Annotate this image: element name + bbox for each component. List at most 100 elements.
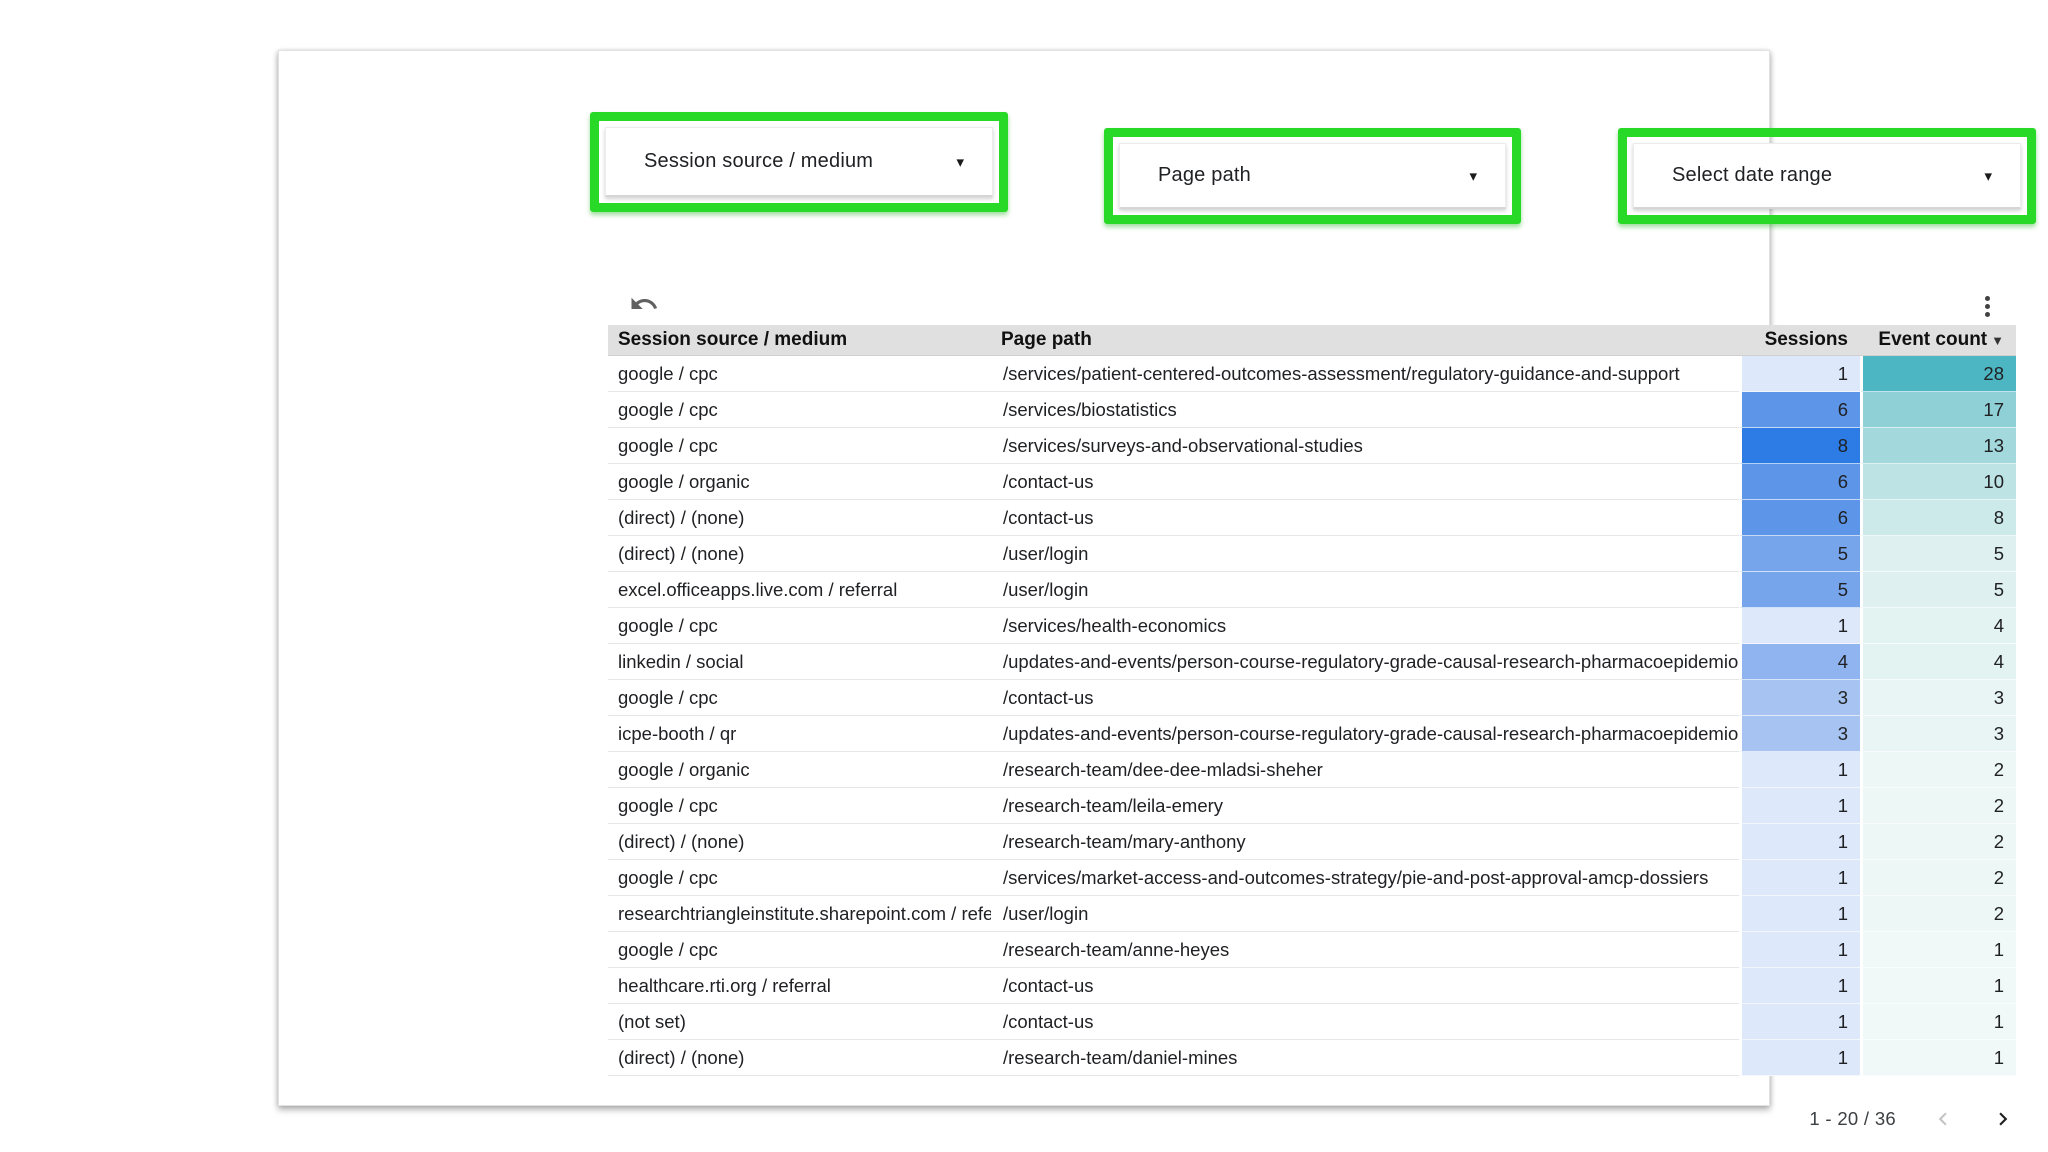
cell-events: 28 [1860, 356, 2016, 392]
filter-label: Session source / medium [644, 150, 874, 172]
cell-source: google / cpc [608, 356, 991, 392]
sort-desc-icon: ▼ [1991, 333, 2004, 348]
cell-sessions: 3 [1739, 716, 1860, 752]
table-row[interactable]: google / cpc /services/patient-centered-… [608, 356, 2016, 392]
cell-events: 2 [1860, 860, 2016, 896]
cell-events: 3 [1860, 716, 2016, 752]
cell-events: 1 [1860, 1040, 2016, 1076]
cell-events: 4 [1860, 644, 2016, 680]
chevron-down-icon: ▾ [1984, 167, 1992, 185]
cell-source: (direct) / (none) [608, 824, 991, 860]
table-row[interactable]: (direct) / (none) /user/login 5 5 [608, 536, 2016, 572]
table-row[interactable]: google / cpc /services/biostatistics 6 1… [608, 392, 2016, 428]
filter-label: Select date range [1672, 164, 1833, 186]
table-row[interactable]: (not set) /contact-us 1 1 [608, 1004, 2016, 1040]
cell-source: google / cpc [608, 608, 991, 644]
cell-source: google / cpc [608, 680, 991, 716]
table-row[interactable]: (direct) / (none) /research-team/daniel-… [608, 1040, 2016, 1076]
pagination-bar: 1 - 20 / 36 [608, 1097, 2016, 1141]
cell-path: /user/login [991, 536, 1739, 572]
cell-events: 1 [1860, 1004, 2016, 1040]
cell-sessions: 6 [1739, 392, 1860, 428]
cell-path: /research-team/leila-emery [991, 788, 1739, 824]
cell-path: /research-team/daniel-mines [991, 1040, 1739, 1076]
table-row[interactable]: google / cpc /services/surveys-and-obser… [608, 428, 2016, 464]
highlight-box-page-path-filter: Page path ▾ [1104, 128, 1521, 224]
cell-sessions: 1 [1739, 752, 1860, 788]
cell-path: /contact-us [991, 1004, 1739, 1040]
cell-events: 2 [1860, 788, 2016, 824]
report-card: Session source / medium ▾ Page path ▾ Se… [278, 50, 2036, 1129]
table-row[interactable]: google / organic /research-team/dee-dee-… [608, 752, 2016, 788]
date-range-filter[interactable]: Select date range ▾ [1633, 143, 2021, 209]
cell-sessions: 1 [1739, 932, 1860, 968]
chevron-down-icon: ▾ [956, 153, 964, 171]
cell-events: 8 [1860, 500, 2016, 536]
cell-events: 10 [1860, 464, 2016, 500]
cell-events: 1 [1860, 968, 2016, 1004]
cell-source: google / organic [608, 464, 991, 500]
table-row[interactable]: icpe-booth / qr /updates-and-events/pers… [608, 716, 2016, 752]
cell-path: /updates-and-events/person-course-regula… [991, 716, 1739, 752]
cell-sessions: 5 [1739, 536, 1860, 572]
cell-path: /services/patient-centered-outcomes-asse… [991, 356, 1739, 392]
table-row[interactable]: (direct) / (none) /contact-us 6 8 [608, 500, 2016, 536]
cell-sessions: 3 [1739, 680, 1860, 716]
table-row[interactable]: google / cpc /research-team/anne-heyes 1… [608, 932, 2016, 968]
table-row[interactable]: google / cpc /contact-us 3 3 [608, 680, 2016, 716]
cell-sessions: 1 [1739, 968, 1860, 1004]
source-page-table: Session source / medium Page path Sessio… [608, 325, 2016, 1076]
cell-sessions: 1 [1739, 1040, 1860, 1076]
cell-source: (direct) / (none) [608, 1040, 991, 1076]
table-row[interactable]: google / organic /contact-us 6 10 [608, 464, 2016, 500]
cell-sessions: 5 [1739, 572, 1860, 608]
cell-source: (not set) [608, 1004, 991, 1040]
cell-source: healthcare.rti.org / referral [608, 968, 991, 1004]
highlight-box-session-source-filter: Session source / medium ▾ [590, 112, 1008, 212]
cell-sessions: 6 [1739, 464, 1860, 500]
cell-source: google / cpc [608, 428, 991, 464]
table-row[interactable]: google / cpc /research-team/leila-emery … [608, 788, 2016, 824]
session-source-medium-filter[interactable]: Session source / medium ▾ [605, 127, 993, 197]
cell-sessions: 1 [1739, 356, 1860, 392]
cell-source: google / cpc [608, 788, 991, 824]
cell-events: 17 [1860, 392, 2016, 428]
column-header-event-count[interactable]: Event count ▼ [1860, 325, 2016, 356]
cell-sessions: 6 [1739, 500, 1860, 536]
cell-events: 5 [1860, 536, 2016, 572]
cell-path: /contact-us [991, 968, 1739, 1004]
cell-sessions: 8 [1739, 428, 1860, 464]
table-row[interactable]: (direct) / (none) /research-team/mary-an… [608, 824, 2016, 860]
cell-path: /research-team/dee-dee-mladsi-sheher [991, 752, 1739, 788]
more-options-icon[interactable] [1977, 291, 1997, 321]
column-header-sessions[interactable]: Sessions [1739, 325, 1860, 356]
cell-path: /contact-us [991, 680, 1739, 716]
column-header-session-source[interactable]: Session source / medium [608, 325, 991, 356]
table-row[interactable]: excel.officeapps.live.com / referral /us… [608, 572, 2016, 608]
table-row[interactable]: healthcare.rti.org / referral /contact-u… [608, 968, 2016, 1004]
cell-path: /user/login [991, 896, 1739, 932]
cell-sessions: 1 [1739, 824, 1860, 860]
cell-path: /services/health-economics [991, 608, 1739, 644]
cell-source: icpe-booth / qr [608, 716, 991, 752]
cell-sessions: 1 [1739, 860, 1860, 896]
cell-source: google / cpc [608, 932, 991, 968]
cell-path: /services/biostatistics [991, 392, 1739, 428]
column-header-page-path[interactable]: Page path [991, 325, 1739, 356]
cell-sessions: 1 [1739, 608, 1860, 644]
previous-page-icon[interactable] [1930, 1106, 1956, 1132]
cell-path: /services/surveys-and-observational-stud… [991, 428, 1739, 464]
chevron-down-icon: ▾ [1469, 167, 1477, 185]
cell-source: (direct) / (none) [608, 500, 991, 536]
undo-icon[interactable] [629, 289, 661, 319]
table-row[interactable]: linkedin / social /updates-and-events/pe… [608, 644, 2016, 680]
page-path-filter[interactable]: Page path ▾ [1119, 143, 1506, 209]
cell-path: /contact-us [991, 464, 1739, 500]
table-row[interactable]: google / cpc /services/health-economics … [608, 608, 2016, 644]
table-row[interactable]: researchtriangleinstitute.sharepoint.com… [608, 896, 2016, 932]
table-row[interactable]: google / cpc /services/market-access-and… [608, 860, 2016, 896]
cell-events: 1 [1860, 932, 2016, 968]
next-page-icon[interactable] [1990, 1106, 2016, 1132]
cell-path: /user/login [991, 572, 1739, 608]
